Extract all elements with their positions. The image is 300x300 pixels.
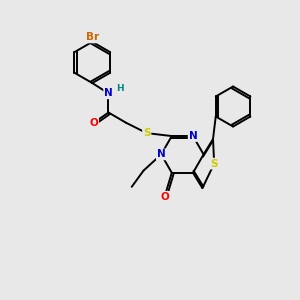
- Text: O: O: [160, 192, 169, 202]
- Text: N: N: [189, 131, 197, 141]
- Text: S: S: [143, 128, 151, 138]
- Text: S: S: [210, 159, 218, 169]
- Text: H: H: [116, 84, 124, 93]
- Text: N: N: [104, 88, 113, 98]
- Text: Br: Br: [86, 32, 99, 42]
- Text: O: O: [89, 118, 98, 128]
- Text: N: N: [157, 149, 166, 159]
